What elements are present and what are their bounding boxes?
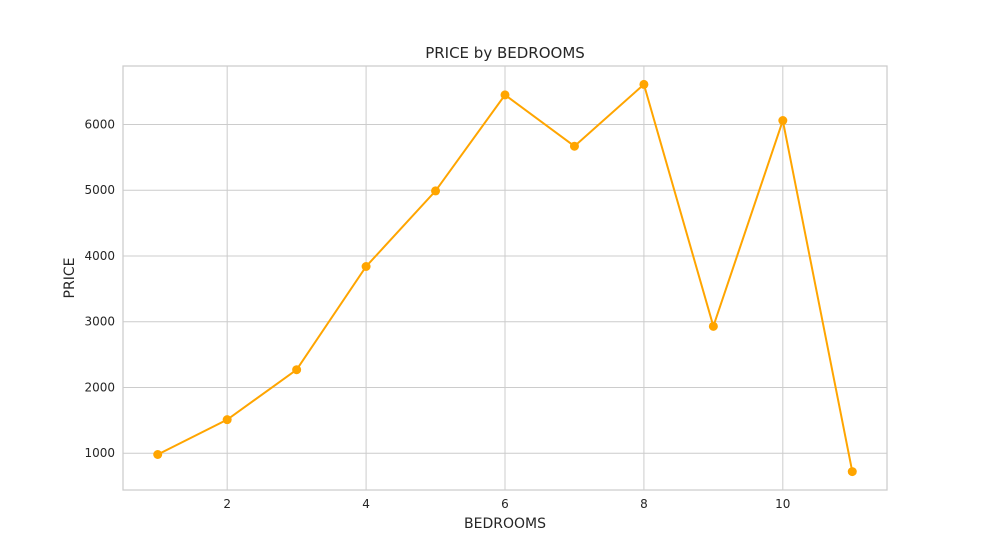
data-point — [292, 365, 302, 375]
data-point — [500, 90, 510, 100]
y-tick-label: 1000 — [84, 446, 115, 460]
y-tick-label: 5000 — [84, 183, 115, 197]
data-point — [222, 415, 232, 425]
data-point — [431, 186, 441, 196]
y-tick-label: 2000 — [84, 380, 115, 394]
data-points — [153, 79, 857, 477]
y-tick-label: 3000 — [84, 315, 115, 329]
data-point — [778, 116, 788, 126]
x-tick-label: 4 — [362, 497, 370, 511]
chart-title: PRICE by BEDROOMS — [425, 44, 585, 62]
data-point — [639, 79, 649, 89]
x-tick-label: 8 — [640, 497, 648, 511]
x-axis-label: BEDROOMS — [464, 516, 546, 532]
data-point — [708, 321, 718, 331]
tick-labels: 2 4 6 8 10 1000 2000 3000 4000 5000 6000 — [84, 118, 790, 511]
x-tick-label: 10 — [775, 497, 790, 511]
plot-frame — [122, 65, 888, 491]
data-point — [361, 261, 371, 271]
y-tick-label: 4000 — [84, 249, 115, 263]
x-tick-label: 2 — [223, 497, 231, 511]
grid-lines — [123, 66, 887, 490]
data-point — [153, 450, 163, 460]
y-tick-label: 6000 — [84, 118, 115, 132]
x-tick-label: 6 — [501, 497, 509, 511]
y-axis-label: PRICE — [62, 258, 78, 299]
data-point — [847, 467, 857, 477]
data-point — [569, 141, 579, 151]
